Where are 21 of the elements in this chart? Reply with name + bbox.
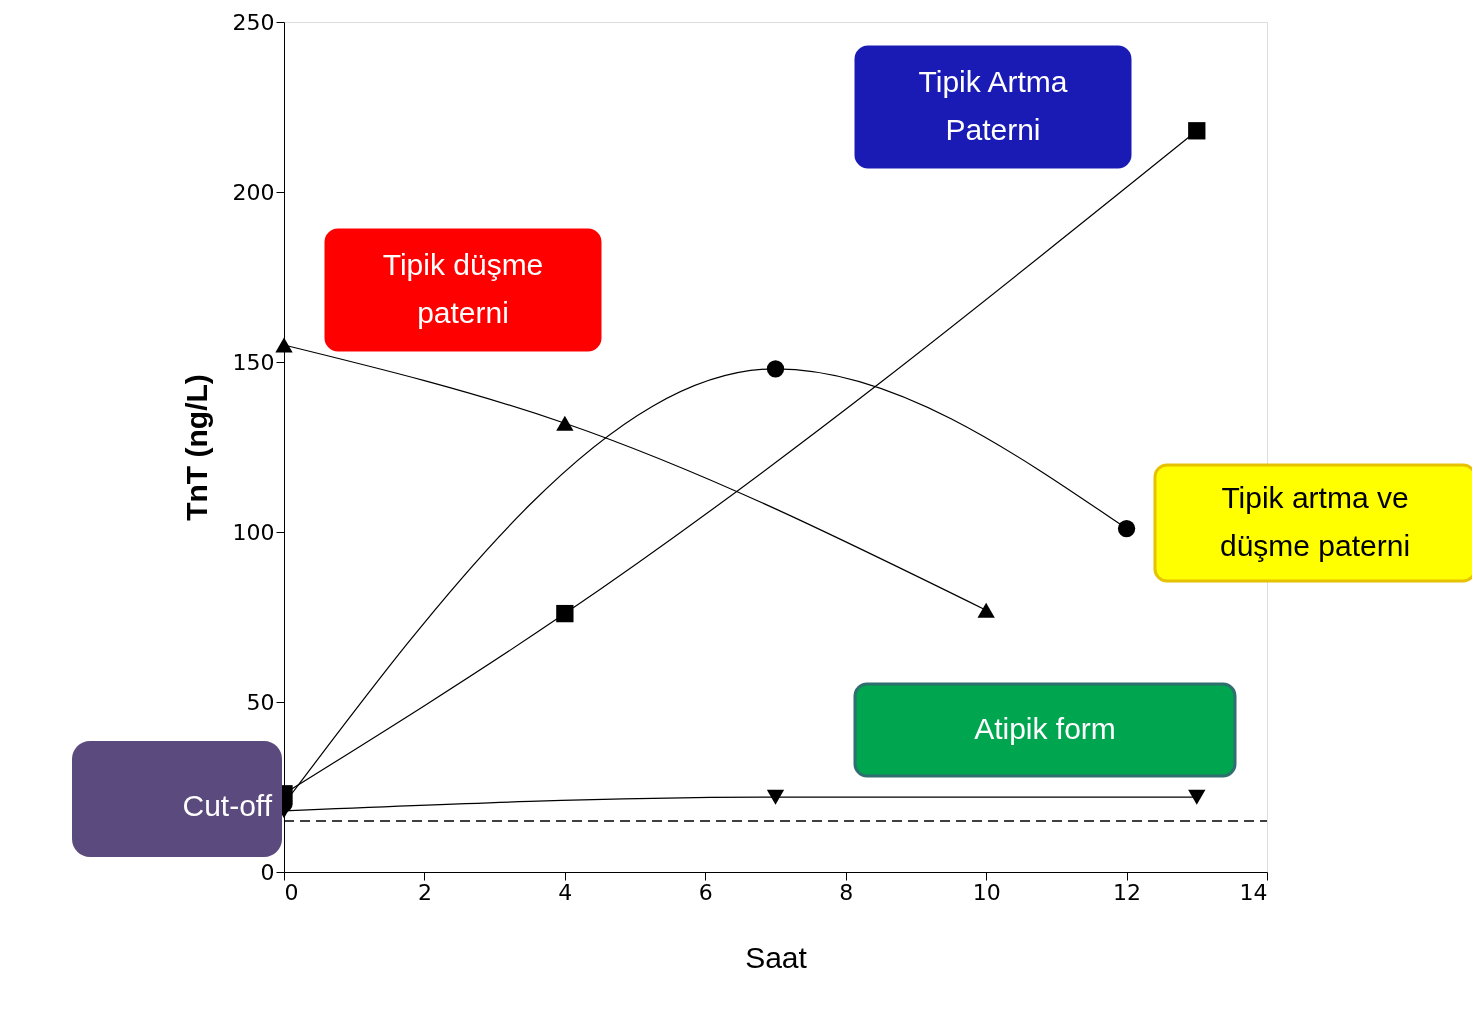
annotation: Tipik düşme paterni: [382, 248, 544, 329]
x-tick-label: 12: [1113, 879, 1142, 905]
y-tick-label: 200: [232, 179, 275, 205]
x-tick-label: 10: [972, 879, 1001, 905]
y-tick-label: 50: [246, 689, 275, 715]
y-axis-title: TnT (ng/L): [179, 374, 213, 521]
x-tick-label: 8: [839, 879, 854, 905]
y-tick-label: 100: [232, 519, 275, 545]
y-tick-label: 0: [260, 859, 275, 885]
y-tick-label: 250: [232, 9, 275, 35]
x-tick-label: 4: [558, 879, 573, 905]
annotation: Tipik artma ve düşme paterni: [1219, 481, 1411, 562]
annotation: Tipik Artma Paterni: [918, 65, 1068, 146]
x-axis-title: Saat: [745, 940, 808, 974]
x-tick-label: 6: [698, 879, 713, 905]
ref-line-label: Cut-off: [182, 789, 273, 822]
x-tick-label: 14: [1239, 879, 1268, 905]
x-tick-label: 0: [284, 879, 299, 905]
y-tick-label: 150: [232, 349, 275, 375]
annotation: Atipik form: [974, 712, 1116, 745]
x-tick-label: 2: [417, 879, 432, 905]
